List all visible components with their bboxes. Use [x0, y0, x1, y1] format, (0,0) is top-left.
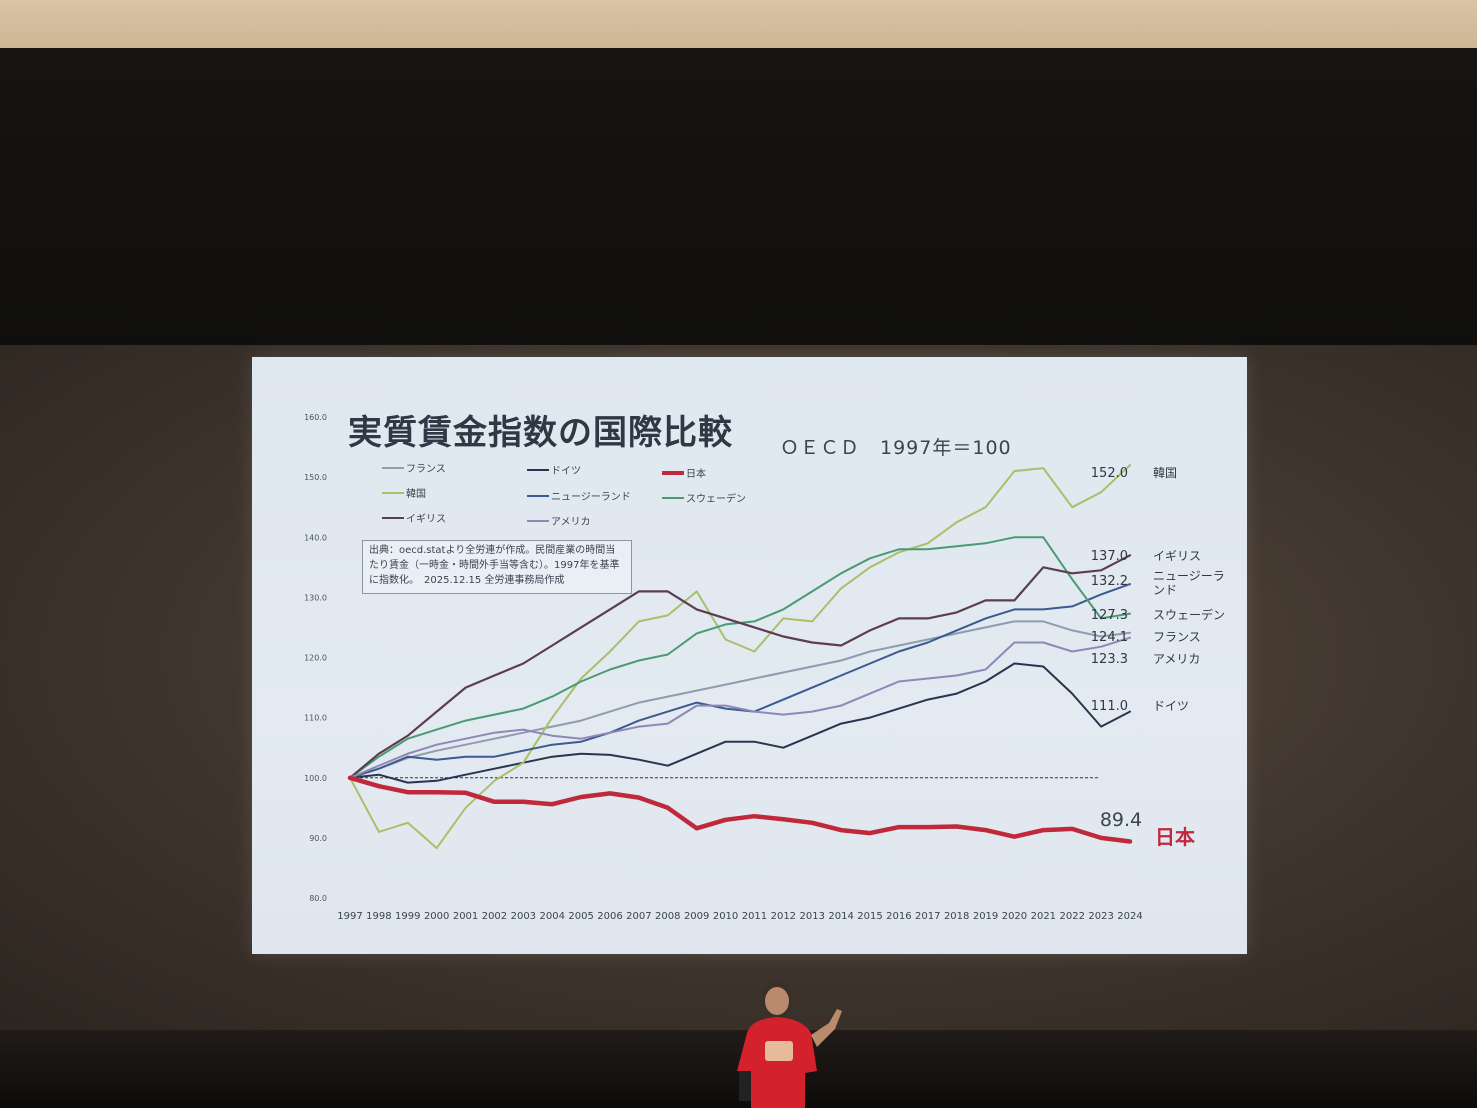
- legend-label: フランス: [406, 463, 446, 475]
- x-tick-label: 2012: [771, 911, 796, 922]
- x-tick-label: 2005: [568, 911, 593, 922]
- x-tick-label: 2013: [799, 911, 824, 922]
- x-tick-label: 2001: [453, 911, 478, 922]
- series-line: [349, 583, 1131, 779]
- source-note: 出典：oecd.statより全労連が作成。民間産業の時間当たり賃金（一時金・時間…: [362, 540, 632, 594]
- x-tick-label: 1997: [337, 911, 362, 922]
- x-tick-label: 2006: [597, 911, 622, 922]
- x-tick-label: 2019: [973, 911, 998, 922]
- end-value-label: 89.4: [1100, 809, 1142, 831]
- legend-label: ドイツ: [551, 466, 581, 477]
- legend-label: スウェーデン: [686, 492, 746, 505]
- end-series-name: ニュージーラ: [1153, 569, 1225, 583]
- x-tick-label: 2021: [1031, 911, 1056, 922]
- y-tick-label: 120.0: [304, 654, 327, 663]
- series-line: [349, 636, 1131, 779]
- end-series-name: アメリカ: [1153, 652, 1200, 666]
- slide-subtitle: ＯＥＣＤ 1997年＝100: [780, 437, 1012, 459]
- x-tick-label: 2000: [424, 911, 449, 922]
- theater-ceiling: [0, 48, 1477, 348]
- y-tick-label: 100.0: [304, 774, 327, 783]
- x-tick-label: 2011: [742, 911, 767, 922]
- end-value-label: 111.0: [1091, 699, 1128, 714]
- end-series-name: フランス: [1153, 630, 1201, 644]
- x-tick-label: 2004: [539, 911, 564, 922]
- x-tick-label: 2014: [828, 911, 853, 922]
- end-value-label: 132.2: [1091, 574, 1128, 589]
- x-tick-label: 2017: [915, 911, 940, 922]
- x-tick-label: 2020: [1002, 911, 1027, 922]
- end-series-name-wrap: ンド: [1153, 583, 1177, 597]
- y-tick-label: 110.0: [304, 714, 327, 723]
- series-line: [347, 775, 1133, 844]
- end-series-name: 韓国: [1153, 466, 1177, 480]
- x-tick-label: 2003: [511, 911, 536, 922]
- series-line: [349, 620, 1131, 779]
- end-value-label: 127.3: [1091, 608, 1128, 623]
- x-tick-label: 1998: [366, 911, 391, 922]
- legend-label: アメリカ: [551, 516, 591, 528]
- end-value-label: 137.0: [1091, 549, 1128, 564]
- x-tick-label: 1999: [395, 911, 420, 922]
- end-series-name: イギリス: [1153, 549, 1201, 563]
- end-series-name: ドイツ: [1153, 699, 1189, 713]
- y-tick-label: 130.0: [304, 593, 327, 602]
- x-tick-label: 2002: [482, 911, 507, 922]
- x-tick-label: 2008: [655, 911, 680, 922]
- x-tick-label: 2010: [713, 911, 738, 922]
- projection-screen: 実質賃金指数の国際比較 ＯＥＣＤ 1997年＝100 出典：oecd.statよ…: [252, 357, 1247, 954]
- line-chart: 160.0 150.0 140.0 130.0 120.0 110.0 100.0 90.0 8…: [304, 413, 1225, 922]
- x-tick-label: 2009: [684, 911, 709, 922]
- y-tick-label: 140.0: [304, 533, 327, 542]
- y-tick-label: 150.0: [304, 473, 327, 482]
- series-line: [349, 662, 1131, 784]
- presenter-figure: [737, 980, 842, 1108]
- end-series-name: スウェーデン: [1153, 607, 1225, 622]
- x-tick-label: 2018: [944, 911, 969, 922]
- y-tick-label: 90.0: [309, 834, 327, 843]
- end-value-label: 123.3: [1091, 652, 1128, 667]
- end-value-label: 152.0: [1091, 466, 1128, 481]
- x-tick-label: 2007: [626, 911, 651, 922]
- y-tick-label: 160.0: [304, 413, 327, 422]
- end-series-name: 日本: [1155, 825, 1195, 849]
- x-tick-label: 2016: [886, 911, 911, 922]
- y-tick-label: 80.0: [309, 894, 327, 903]
- x-tick-label: 2015: [857, 911, 882, 922]
- series-line: [349, 464, 1131, 850]
- slide-title: 実質賃金指数の国際比較: [348, 413, 733, 453]
- series-line: [348, 554, 1132, 779]
- end-value-label: 124.1: [1091, 630, 1128, 645]
- x-tick-label: 2023: [1088, 911, 1113, 922]
- legend-label: 韓国: [406, 488, 426, 500]
- x-tick-label: 2022: [1059, 911, 1084, 922]
- legend-label: ニュージーランド: [551, 491, 631, 503]
- legend-label: 日本: [686, 467, 706, 480]
- x-tick-label: 2024: [1117, 911, 1142, 922]
- legend-label: イギリス: [406, 513, 446, 525]
